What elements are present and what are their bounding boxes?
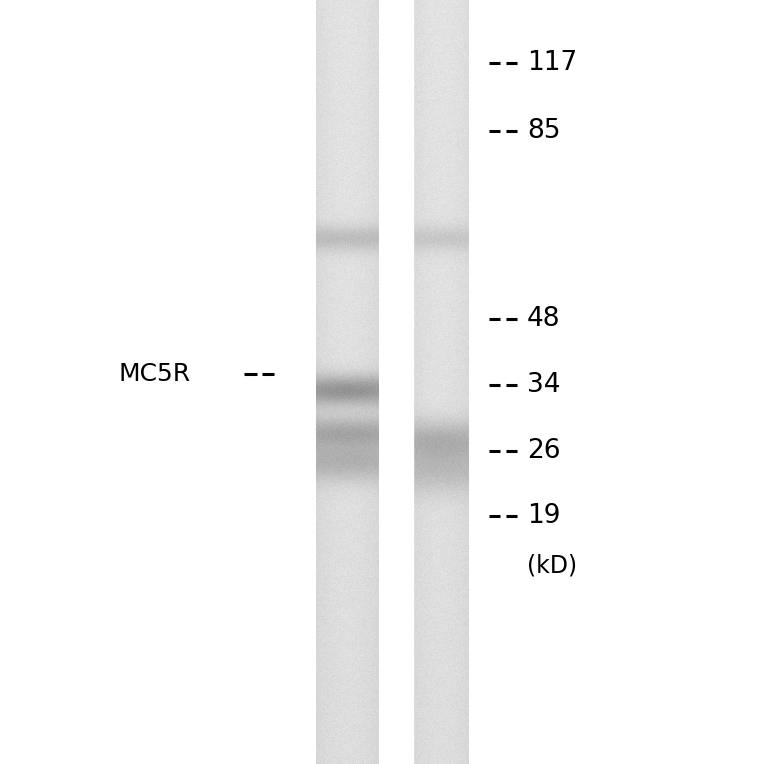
Text: 85: 85	[527, 118, 561, 144]
Text: 19: 19	[527, 503, 561, 529]
Text: MC5R: MC5R	[118, 362, 190, 387]
Text: 26: 26	[527, 438, 561, 464]
Text: 48: 48	[527, 306, 561, 332]
Text: (kD): (kD)	[527, 553, 578, 578]
Text: 117: 117	[527, 50, 578, 76]
Bar	[380, 0, 413, 764]
Text: 34: 34	[527, 372, 561, 398]
